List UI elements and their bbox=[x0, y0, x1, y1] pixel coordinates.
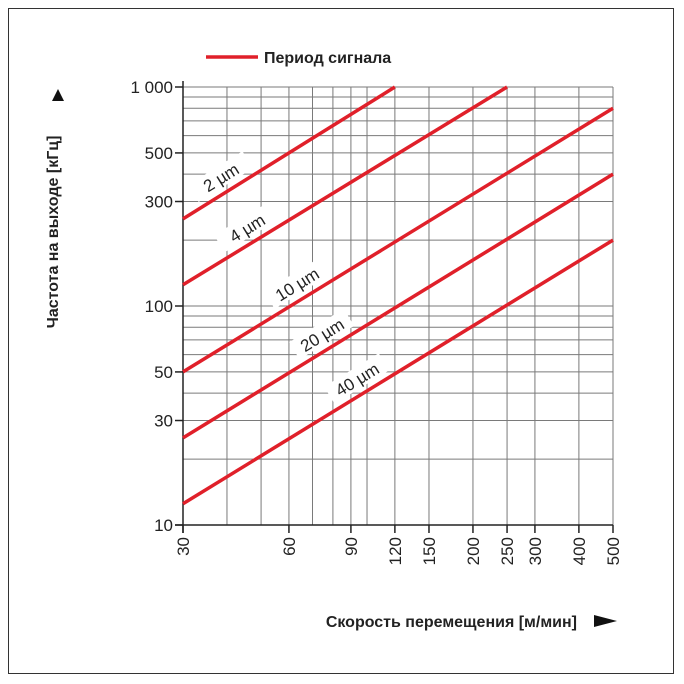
x-tick-label: 200 bbox=[464, 537, 483, 565]
series-label: 20 µm bbox=[297, 315, 348, 356]
x-tick-label: 60 bbox=[280, 537, 299, 556]
x-tick-label: 90 bbox=[342, 537, 361, 556]
y-tick-label: 100 bbox=[145, 297, 173, 316]
x-tick-label: 30 bbox=[174, 537, 193, 556]
series-line bbox=[182, 85, 508, 287]
series-label-bg bbox=[324, 353, 390, 404]
y-tick-label: 500 bbox=[145, 144, 173, 163]
y-tick-label: 50 bbox=[154, 363, 173, 382]
series-label-bg bbox=[214, 201, 280, 253]
y-tick-label: 30 bbox=[154, 412, 173, 431]
x-tick-label: 400 bbox=[570, 537, 589, 565]
y-axis-title: Частота на выходе [кГц] bbox=[45, 136, 62, 329]
x-axis-title: Скорость перемещения [м/мин] bbox=[326, 614, 577, 631]
series-label-bg bbox=[264, 258, 330, 309]
x-axis-arrow-icon bbox=[594, 615, 617, 627]
axes bbox=[175, 81, 613, 533]
series-label-bg bbox=[289, 308, 355, 360]
y-tick-label: 300 bbox=[145, 193, 173, 212]
x-tick-label: 120 bbox=[386, 537, 405, 565]
series-line bbox=[182, 172, 614, 440]
y-tick-label: 1 000 bbox=[130, 78, 173, 97]
series-label-bg bbox=[188, 151, 253, 203]
legend: Период сигнала bbox=[206, 50, 391, 67]
y-axis-arrow-icon bbox=[52, 89, 64, 101]
y-axis-title-group: Частота на выходе [кГц] bbox=[45, 136, 62, 329]
x-tick-label: 500 bbox=[604, 537, 623, 565]
x-tick-label: 250 bbox=[498, 537, 517, 565]
series-label: 10 µm bbox=[272, 264, 323, 305]
series-line bbox=[182, 106, 614, 374]
y-tick-label: 10 bbox=[154, 516, 173, 535]
x-tick-label: 150 bbox=[420, 537, 439, 565]
series-line bbox=[182, 85, 396, 221]
legend-label: Период сигнала bbox=[264, 50, 391, 67]
x-tick-label: 300 bbox=[526, 537, 545, 565]
series-line bbox=[182, 238, 614, 506]
series-label: 40 µm bbox=[332, 359, 383, 400]
